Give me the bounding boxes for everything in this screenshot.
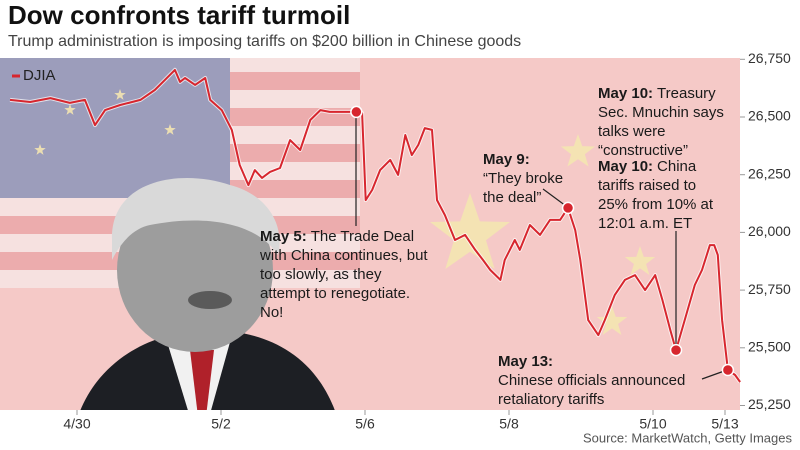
face — [117, 188, 273, 352]
annotation-date: May 13: — [498, 353, 553, 370]
annotation-text: tariffs raised to — [598, 177, 696, 194]
annotation-line: May 13: — [498, 353, 553, 370]
x-tick-label: 5/2 — [211, 416, 231, 432]
y-tick-label: 26,500 — [748, 108, 791, 124]
event-marker — [561, 201, 575, 215]
annotation-text: 25% from 10% at — [598, 196, 714, 213]
x-tick-label: 5/13 — [711, 416, 738, 432]
annotation-text: talks were — [598, 123, 666, 140]
y-tick-label: 25,500 — [748, 339, 791, 355]
annotation-line: May 10: China — [598, 158, 697, 175]
annotation-text: Sec. Mnuchin says — [598, 104, 724, 121]
annotation-date: May 10: — [598, 85, 653, 102]
annotation-text: No! — [260, 304, 283, 321]
tie — [190, 350, 214, 450]
mouth — [188, 291, 232, 309]
axis-band — [0, 410, 800, 450]
annotation-line: May 9: — [483, 151, 530, 168]
annotation-date: May 5: — [260, 228, 307, 245]
annotation-date: May 9: — [483, 151, 530, 168]
axis-band — [740, 58, 800, 450]
annotation-text: Treasury — [657, 85, 716, 102]
event-marker — [721, 363, 735, 377]
y-tick-label: 26,000 — [748, 223, 791, 239]
event-marker — [669, 343, 683, 357]
annotation-text: retaliatory tariffs — [498, 391, 604, 408]
annotation-text: the deal” — [483, 189, 541, 206]
x-tick-label: 5/10 — [639, 416, 666, 432]
legend-label: DJIA — [23, 67, 56, 84]
x-tick-label: 5/8 — [499, 416, 519, 432]
y-tick-label: 26,750 — [748, 50, 791, 66]
hair — [111, 177, 280, 260]
line — [9, 68, 741, 383]
chart-subtitle: Trump administration is imposing tariffs… — [8, 33, 521, 50]
leader-line — [542, 188, 567, 207]
x-tick-label: 4/30 — [63, 416, 90, 432]
y-tick-label: 26,250 — [748, 165, 791, 181]
annotation-text: too slowly, as they — [260, 266, 382, 283]
source: Source: MarketWatch, Getty Images — [583, 430, 793, 445]
annotation-text: 12:01 a.m. ET — [598, 215, 692, 232]
chart-title: Dow confronts tariff turmoil — [8, 0, 350, 30]
annotation-text: “constructive” — [598, 142, 688, 159]
annotation-text: attempt to renegotiate. — [260, 285, 410, 302]
annotation-line: May 10: Treasury — [598, 85, 716, 102]
annotation-text: China — [657, 158, 697, 175]
annotation-text: “They broke — [483, 170, 563, 187]
annotation-text: The Trade Deal — [311, 228, 414, 245]
y-tick-label: 25,250 — [748, 396, 791, 412]
annotation-line: May 5: The Trade Deal — [260, 228, 414, 245]
y-tick-label: 25,750 — [748, 281, 791, 297]
annotation-text: with China continues, but — [259, 247, 428, 264]
annotation-date: May 10: — [598, 158, 653, 175]
annotation-text: Chinese officials announced — [498, 372, 685, 389]
x-tick-label: 5/6 — [355, 416, 375, 432]
event-marker — [350, 105, 363, 119]
